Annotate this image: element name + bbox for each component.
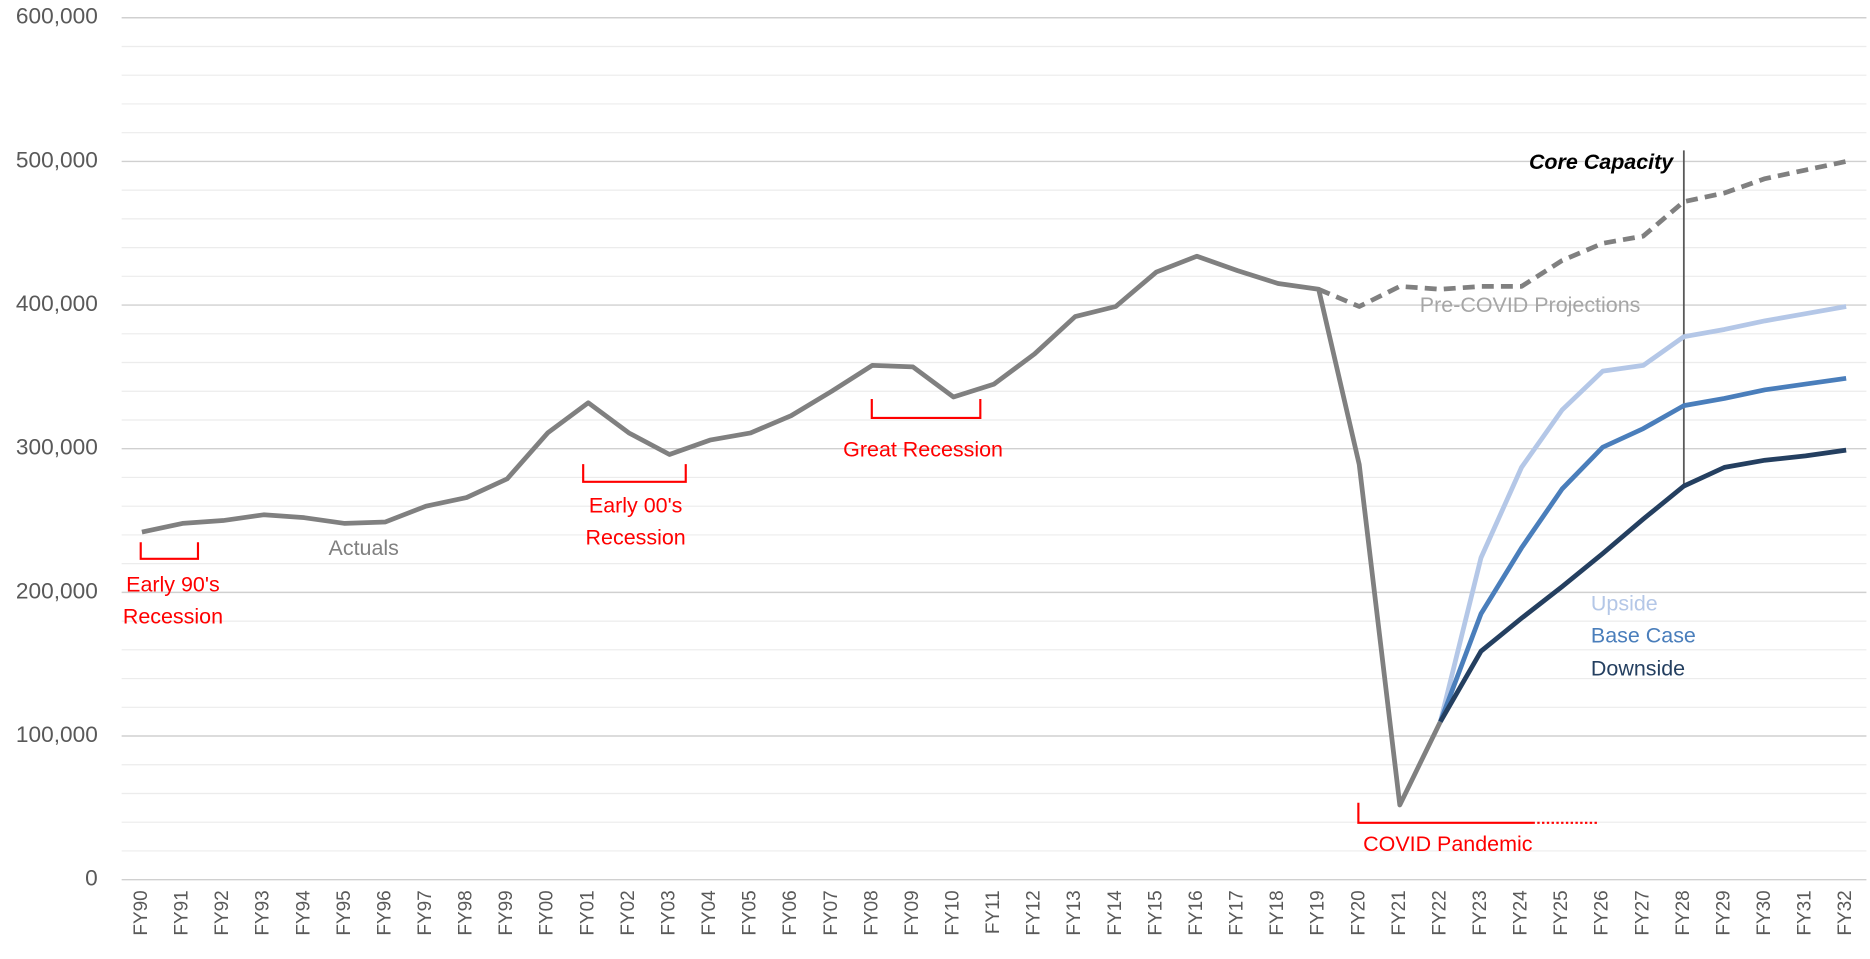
x-tick-label: FY90 xyxy=(131,890,152,935)
y-tick-label: 500,000 xyxy=(16,147,98,172)
series-line xyxy=(1438,447,1847,723)
series-line xyxy=(1317,159,1847,309)
series-label: Base Case xyxy=(1591,624,1696,648)
y-tick-label: 0 xyxy=(85,866,98,891)
annotation-bracket xyxy=(870,398,982,420)
x-tick-label: FY94 xyxy=(293,890,314,936)
annotation: Early 90's xyxy=(126,573,220,597)
annotation: Early 00's xyxy=(589,493,683,517)
series-label: Downside xyxy=(1591,657,1685,681)
x-tick-label: FY26 xyxy=(1592,890,1613,935)
x-tick-label: FY03 xyxy=(658,890,679,935)
x-tick-label: FY97 xyxy=(415,890,436,935)
x-tick-label: FY09 xyxy=(902,890,923,935)
series-label: Actuals xyxy=(329,536,399,560)
y-tick-label: 300,000 xyxy=(16,435,98,460)
x-tick-label: FY13 xyxy=(1064,890,1085,935)
x-tick-label: FY17 xyxy=(1226,890,1247,935)
x-tick-label: FY01 xyxy=(577,890,598,935)
annotation: COVID Pandemic xyxy=(1363,832,1533,856)
x-tick-label: FY00 xyxy=(537,890,558,935)
y-tick-label: 600,000 xyxy=(16,4,98,29)
x-tick-label: FY18 xyxy=(1267,890,1288,935)
series-label: Upside xyxy=(1591,592,1658,616)
series-line xyxy=(1438,375,1847,723)
y-tick-label: 100,000 xyxy=(16,722,98,747)
x-tick-label: FY98 xyxy=(456,890,477,935)
x-tick-label: FY16 xyxy=(1186,890,1207,935)
x-tick-label: FY15 xyxy=(1145,890,1166,935)
annotation-bracket xyxy=(1357,802,1535,824)
x-tick-label: FY31 xyxy=(1795,890,1816,935)
y-tick-label: 200,000 xyxy=(16,578,98,603)
x-tick-label: FY95 xyxy=(334,890,355,935)
x-tick-label: FY10 xyxy=(942,890,963,935)
x-tick-label: FY21 xyxy=(1389,890,1410,935)
x-tick-label: FY05 xyxy=(740,890,761,935)
annotation: Recession xyxy=(123,605,223,629)
x-tick-label: FY14 xyxy=(1105,890,1126,936)
annotation: Core Capacity xyxy=(1529,150,1674,174)
x-tick-label: FY29 xyxy=(1713,890,1734,935)
x-tick-label: FY02 xyxy=(618,890,639,935)
x-tick-label: FY20 xyxy=(1348,890,1369,935)
x-tick-label: FY91 xyxy=(171,890,192,935)
annotation-bracket xyxy=(139,542,200,560)
x-tick-label: FY06 xyxy=(780,890,801,935)
x-tick-label: FY08 xyxy=(861,890,882,935)
x-tick-label: FY99 xyxy=(496,890,517,935)
x-tick-label: FY22 xyxy=(1429,890,1450,935)
x-tick-label: FY28 xyxy=(1673,890,1694,935)
x-tick-label: FY96 xyxy=(374,890,395,935)
series-line xyxy=(1438,304,1847,723)
x-tick-label: FY92 xyxy=(212,890,233,935)
x-tick-label: FY32 xyxy=(1835,890,1856,935)
x-tick-label: FY27 xyxy=(1632,890,1653,935)
x-tick-label: FY23 xyxy=(1470,890,1491,935)
series-line xyxy=(141,253,1443,808)
y-tick-label: 400,000 xyxy=(16,291,98,316)
annotation: Recession xyxy=(586,525,686,549)
annotation-bracket xyxy=(582,464,687,483)
x-tick-label: FY04 xyxy=(699,890,720,936)
x-tick-label: FY25 xyxy=(1551,890,1572,935)
x-tick-label: FY19 xyxy=(1308,890,1329,935)
x-tick-label: FY93 xyxy=(253,890,274,935)
x-tick-label: FY12 xyxy=(1024,890,1045,935)
x-tick-label: FY11 xyxy=(983,890,1004,934)
annotation: Great Recession xyxy=(843,438,1003,462)
x-tick-label: FY07 xyxy=(821,890,842,935)
x-tick-label: FY24 xyxy=(1511,890,1532,936)
x-tick-label: FY30 xyxy=(1754,890,1775,935)
series-label: Pre-COVID Projections xyxy=(1420,293,1641,317)
